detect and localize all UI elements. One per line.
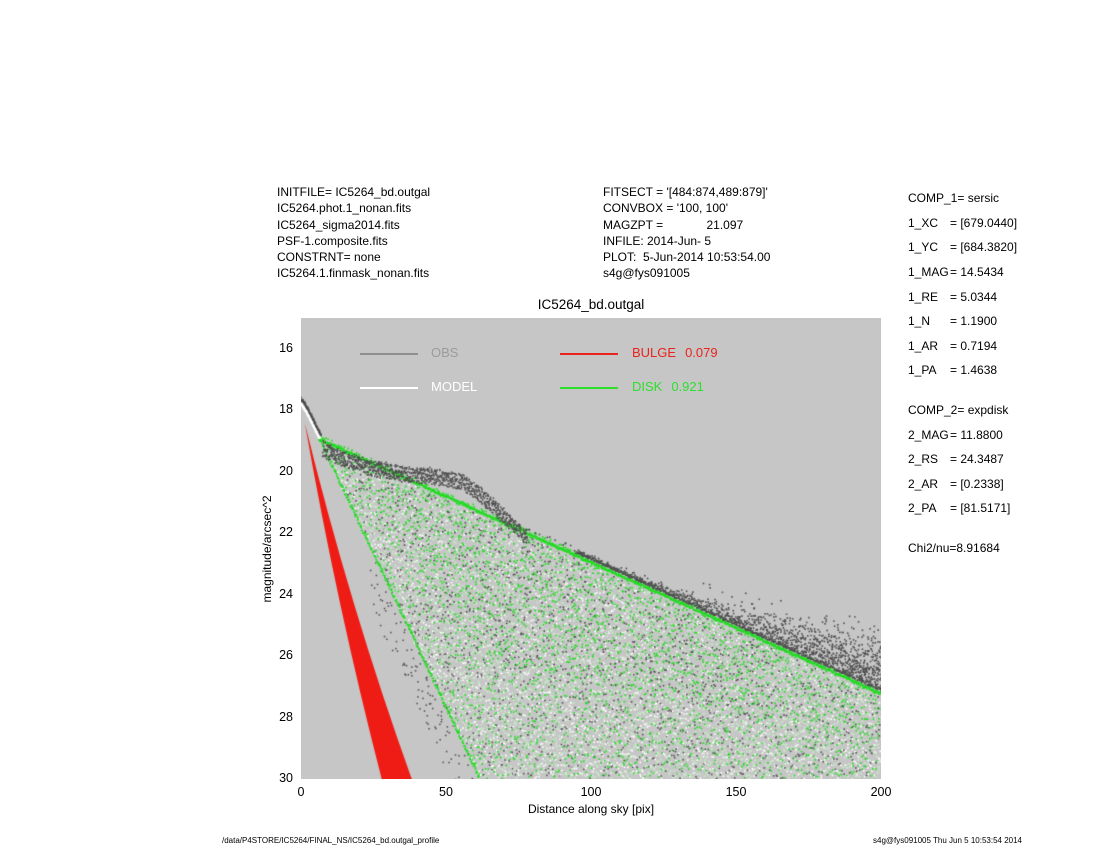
input-file-line: IC5264.phot.1_nonan.fits [277, 201, 412, 216]
x-axis-label: Distance along sky [pix] [527, 802, 655, 816]
input-files-block: INITFILE= IC5264_bd.outgal IC5264.phot.1_… [277, 184, 430, 282]
x-tick-label: 150 [725, 785, 747, 799]
parameter-label: Chi2/nu= [908, 541, 957, 556]
parameter-row: 2_AR = [0.2338] [908, 472, 1017, 497]
parameter-value: = sersic [957, 191, 1000, 206]
legend-series-fraction: 0.921 [671, 379, 704, 394]
parameter-row: COMP_2 = expdisk [908, 398, 1017, 423]
profile-scatter-canvas [301, 318, 881, 779]
parameter-value: = [679.0440] [950, 215, 1018, 230]
input-file-line: IC5264.1.finmask_nonan.fits [277, 266, 430, 281]
legend-label-disk: DISK 0.921 [632, 379, 704, 394]
user-timestamp-footer: s4g@fys091005 Thu Jun 5 10:53:54 2014 [873, 836, 1022, 845]
y-tick-label: 30 [279, 771, 293, 785]
parameter-row: 1_RE = 5.0344 [908, 284, 1017, 309]
fit-info-line: MAGZPT = 21.097 [603, 217, 744, 232]
fit-info-line: CONVBOX = '100, 100' [603, 201, 728, 216]
y-tick-label: 24 [279, 586, 293, 601]
fit-parameters-panel: COMP_1 = sersic 1_XC = [679.0440] 1_YC = [684… [908, 186, 1017, 560]
x-tick-label: 50 [439, 785, 453, 799]
legend-series-name: MODEL [431, 379, 478, 394]
parameter-value: = [0.2338] [950, 476, 1004, 491]
legend-line-bulge [560, 353, 618, 355]
input-file-line: CONSTRNT= none [277, 250, 381, 265]
input-file-line: INITFILE= IC5264_bd.outgal [277, 185, 431, 199]
x-tick-label: 100 [580, 785, 602, 799]
parameter-row: 1_MAG = 14.5434 [908, 260, 1017, 285]
fit-info-line: s4g@fys091005 [603, 266, 690, 281]
parameter-row: 2_RS = 24.3487 [908, 447, 1017, 472]
parameter-row: 1_PA = 1.4638 [908, 358, 1017, 383]
y-tick-label: 20 [279, 463, 293, 478]
parameter-value: = 1.1900 [950, 314, 998, 329]
legend-line-obs [360, 353, 418, 355]
parameter-label: 1_PA [908, 363, 937, 378]
parameter-row: 1_XC = [679.0440] [908, 211, 1017, 236]
y-axis-label: magnitude/arcsec^2 [260, 495, 274, 603]
parameter-value: = 14.5434 [950, 265, 1004, 280]
legend-series-name: OBS [431, 345, 459, 360]
parameter-label: 2_RS [908, 452, 939, 467]
parameter-row: 1_N = 1.1900 [908, 309, 1017, 334]
parameter-label: 2_AR [908, 476, 939, 491]
parameter-row: 1_AR = 0.7194 [908, 334, 1017, 359]
parameter-value: = expdisk [957, 403, 1009, 418]
fit-info-line: INFILE: 2014-Jun- 5 [603, 233, 712, 248]
legend-series-fraction: 0.079 [685, 345, 718, 360]
legend-label-model: MODEL [431, 379, 477, 394]
legend-line-disk [560, 387, 618, 389]
parameter-row: 1_YC = [684.3820] [908, 235, 1017, 260]
legend-series-name: DISK [632, 379, 663, 394]
y-tick-label: 16 [279, 340, 293, 355]
parameter-value: = 1.4638 [950, 363, 998, 378]
x-tick-label: 200 [870, 785, 892, 799]
parameter-label: 1_RE [908, 289, 939, 304]
x-tick-label: 0 [297, 785, 305, 799]
parameter-label: 1_N [908, 314, 931, 329]
fit-info-line: FITSECT = '[484:874,489:879]' [603, 185, 768, 199]
parameter-row: Chi2/nu= 8.91684 [908, 536, 1017, 561]
parameter-label: 1_XC [908, 215, 939, 230]
output-path-footer: /data/P4STORE/IC5264/FINAL_NS/IC5264_bd.… [222, 836, 440, 845]
parameter-value: = 5.0344 [950, 289, 998, 304]
y-tick-label: 18 [279, 402, 293, 417]
parameter-row: COMP_1 = sersic [908, 186, 1017, 211]
legend-label-obs: OBS [431, 345, 458, 360]
legend-line-model [360, 387, 418, 389]
input-file-line: IC5264_sigma2014.fits [277, 217, 400, 232]
fit-info-line: PLOT: 5-Jun-2014 10:53:54.00 [603, 250, 771, 265]
legend-label-bulge: BULGE 0.079 [632, 345, 718, 360]
input-file-line: PSF-1.composite.fits [277, 233, 388, 248]
y-tick-label: 28 [279, 709, 293, 724]
parameter-label: 1_MAG [908, 265, 949, 280]
plot-area: magnitude/arcsec^2 Distance along sky [p… [260, 318, 891, 816]
y-tick-label: 22 [279, 525, 293, 540]
parameter-value: = 0.7194 [950, 338, 998, 353]
parameter-label: 1_AR [908, 338, 939, 353]
parameter-label: 2_MAG [908, 427, 949, 442]
parameter-value: = 11.8800 [950, 427, 1003, 442]
parameter-label: COMP_2 [908, 403, 958, 418]
parameter-value: 8.91684 [956, 541, 1000, 556]
parameter-value: = [684.3820] [950, 240, 1018, 255]
y-tick-label: 26 [279, 648, 293, 663]
fit-info-block: FITSECT = '[484:874,489:879]' CONVBOX = '… [603, 184, 770, 282]
plot-title: IC5264_bd.outgal [537, 297, 645, 312]
parameter-label: 2_PA [908, 501, 937, 516]
legend-series-name: BULGE [632, 345, 677, 360]
parameter-value: = 24.3487 [950, 452, 1004, 467]
parameter-row: 2_MAG = 11.8800 [908, 422, 1017, 447]
parameter-label: COMP_1 [908, 191, 958, 206]
parameter-label: 1_YC [908, 240, 939, 255]
parameter-value: = [81.5171] [950, 501, 1011, 516]
parameter-row: 2_PA = [81.5171] [908, 496, 1017, 521]
